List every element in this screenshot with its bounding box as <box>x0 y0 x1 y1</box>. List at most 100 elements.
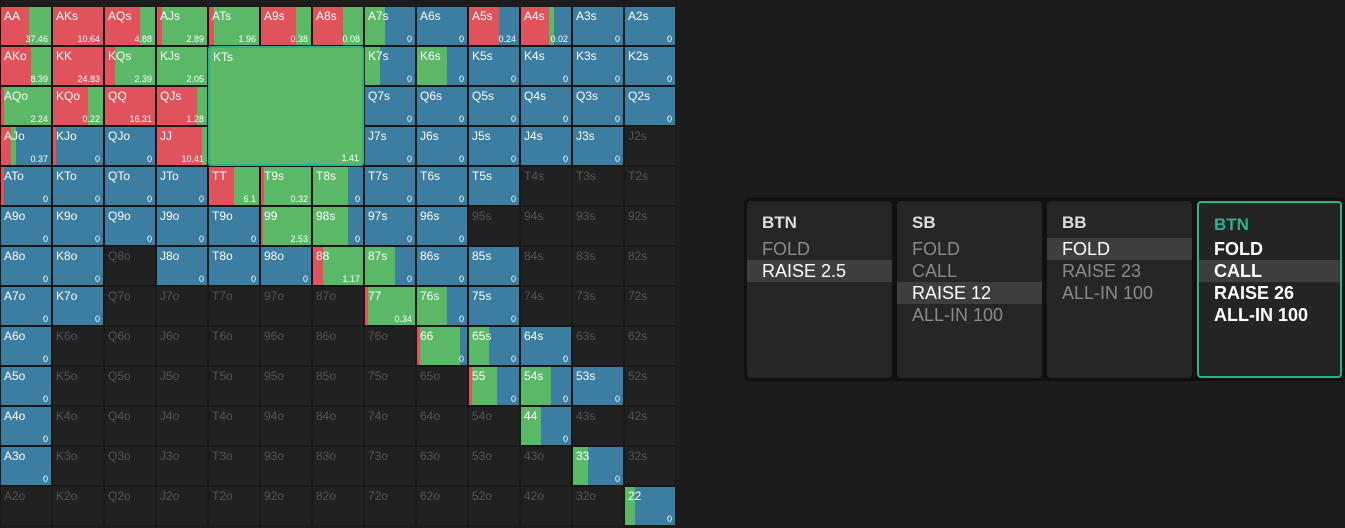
hand-cell[interactable]: 95s <box>468 206 520 246</box>
hand-cell[interactable]: 42s <box>624 406 676 446</box>
hand-cell[interactable]: 54o <box>468 406 520 446</box>
hand-cell[interactable]: T8o 0 <box>208 246 260 286</box>
hand-cell[interactable]: QJs 1.28 <box>156 86 208 126</box>
hand-cell[interactable]: K5s 0 <box>468 46 520 86</box>
action-option[interactable]: RAISE 26 <box>1214 283 1295 303</box>
hand-cell[interactable]: 94o <box>260 406 312 446</box>
hand-cell[interactable]: 42o <box>520 486 572 526</box>
hand-cell[interactable]: AQo 2.24 <box>0 86 52 126</box>
hand-cell[interactable]: K6s 0 <box>416 46 468 86</box>
hand-cell[interactable]: 44 0 <box>520 406 572 446</box>
hand-cell[interactable]: K4o <box>52 406 104 446</box>
hand-cell[interactable]: Q7s 0 <box>364 86 416 126</box>
hand-cell[interactable]: 63s <box>572 326 624 366</box>
hand-cell[interactable]: 93s <box>572 206 624 246</box>
hand-cell[interactable]: 74o <box>364 406 416 446</box>
hand-cell[interactable]: 96o <box>260 326 312 366</box>
hand-cell[interactable]: KJs 2.05 <box>156 46 208 86</box>
hand-cell[interactable]: 88 1.17 <box>312 246 364 286</box>
hand-cell[interactable]: 95o <box>260 366 312 406</box>
hand-cell[interactable]: AA 37.46 <box>0 6 52 46</box>
action-option[interactable]: RAISE 23 <box>1062 261 1142 281</box>
hand-cell[interactable]: 82s <box>624 246 676 286</box>
hand-cell[interactable]: J4s 0 <box>520 126 572 166</box>
hand-cell[interactable]: AKo 8.39 <box>0 46 52 86</box>
hand-cell[interactable]: Q7o <box>104 286 156 326</box>
hand-cell[interactable]: KQo 0.22 <box>52 86 104 126</box>
hand-cell[interactable]: 76s 0 <box>416 286 468 326</box>
hand-cell[interactable]: A3o 0 <box>0 446 52 486</box>
hand-cell[interactable]: KTo 0 <box>52 166 104 206</box>
hand-cell[interactable]: 87o <box>312 286 364 326</box>
hand-cell[interactable]: J4o <box>156 406 208 446</box>
hand-cell[interactable]: 97s 0 <box>364 206 416 246</box>
hand-cell[interactable]: 74s <box>520 286 572 326</box>
hand-cell[interactable]: K9o 0 <box>52 206 104 246</box>
hand-cell[interactable]: A7s 0 <box>364 6 416 46</box>
hand-cell[interactable]: A2s 0 <box>624 6 676 46</box>
action-option[interactable]: FOLD <box>912 239 961 259</box>
hand-cell[interactable]: Q2o <box>104 486 156 526</box>
hand-cell[interactable]: 99 2.53 <box>260 206 312 246</box>
hand-cell[interactable]: A5o 0 <box>0 366 52 406</box>
hand-cell[interactable]: 65s 0 <box>468 326 520 366</box>
hand-cell[interactable]: T8s 0 <box>312 166 364 206</box>
hand-cell[interactable]: J7o <box>156 286 208 326</box>
hand-cell[interactable]: 87s 0 <box>364 246 416 286</box>
hand-cell[interactable]: J8o 0 <box>156 246 208 286</box>
hand-cell[interactable]: ATo 0 <box>0 166 52 206</box>
hand-cell[interactable]: A8o 0 <box>0 246 52 286</box>
hand-cell[interactable]: 98o 0 <box>260 246 312 286</box>
hand-cell[interactable]: 97o <box>260 286 312 326</box>
hand-cell[interactable]: 73s <box>572 286 624 326</box>
hand-cell[interactable]: A8s 0.08 <box>312 6 364 46</box>
hand-cell[interactable]: K2o <box>52 486 104 526</box>
hand-cell[interactable]: 92o <box>260 486 312 526</box>
hand-cell[interactable]: ATs 1.96 <box>208 6 260 46</box>
hand-cell[interactable]: 98s 0 <box>312 206 364 246</box>
hand-cell[interactable]: K3o <box>52 446 104 486</box>
hand-cell[interactable]: 22 0 <box>624 486 676 526</box>
hand-cell[interactable]: 54s 0 <box>520 366 572 406</box>
hand-cell[interactable]: 92s <box>624 206 676 246</box>
hand-cell[interactable]: 75o <box>364 366 416 406</box>
hand-cell[interactable]: 93o <box>260 446 312 486</box>
hand-cell[interactable]: J5s 0 <box>468 126 520 166</box>
hand-cell[interactable]: K4s 0 <box>520 46 572 86</box>
hand-cell[interactable]: KQs 2.39 <box>104 46 156 86</box>
hand-cell[interactable]: QQ 16.31 <box>104 86 156 126</box>
hand-cell[interactable]: JJ 10.41 <box>156 126 208 166</box>
hand-cell[interactable]: T5o <box>208 366 260 406</box>
hand-cell[interactable]: KK 24.83 <box>52 46 104 86</box>
hand-cell[interactable]: J6o <box>156 326 208 366</box>
hand-cell[interactable]: T9s 0.32 <box>260 166 312 206</box>
hand-cell[interactable]: 75s 0 <box>468 286 520 326</box>
hand-cell[interactable]: 43o <box>520 446 572 486</box>
hand-cell[interactable]: 43s <box>572 406 624 446</box>
hand-cell[interactable]: Q6o <box>104 326 156 366</box>
hand-cell[interactable]: T3o <box>208 446 260 486</box>
hand-cell[interactable]: K6o <box>52 326 104 366</box>
action-column[interactable]: BTN FOLD RAISE 2.5 <box>747 201 892 378</box>
action-option[interactable]: CALL <box>912 261 958 281</box>
hand-cell[interactable]: T7o <box>208 286 260 326</box>
hand-cell[interactable]: K7s 0 <box>364 46 416 86</box>
hand-cell[interactable]: 53s 0 <box>572 366 624 406</box>
hand-cell[interactable]: T7s 0 <box>364 166 416 206</box>
hand-cell[interactable]: A6o 0 <box>0 326 52 366</box>
action-option[interactable]: ALL-IN 100 <box>1214 305 1309 325</box>
hand-cell[interactable]: 64s 0 <box>520 326 572 366</box>
hand-cell[interactable]: 32o <box>572 486 624 526</box>
hand-cell[interactable]: 94s <box>520 206 572 246</box>
hand-cell[interactable]: 85o <box>312 366 364 406</box>
hand-cell[interactable]: KTs 1.41 <box>208 46 364 166</box>
hand-cell[interactable]: 66 0 <box>416 326 468 366</box>
action-option[interactable]: FOLD <box>1214 239 1263 259</box>
hand-cell[interactable]: K2s 0 <box>624 46 676 86</box>
hand-cell[interactable]: Q5s 0 <box>468 86 520 126</box>
hand-cell[interactable]: K3s 0 <box>572 46 624 86</box>
hand-cell[interactable]: QJo 0 <box>104 126 156 166</box>
hand-cell[interactable]: T4o <box>208 406 260 446</box>
hand-cell[interactable]: J3s 0 <box>572 126 624 166</box>
hand-cell[interactable]: A3s 0 <box>572 6 624 46</box>
